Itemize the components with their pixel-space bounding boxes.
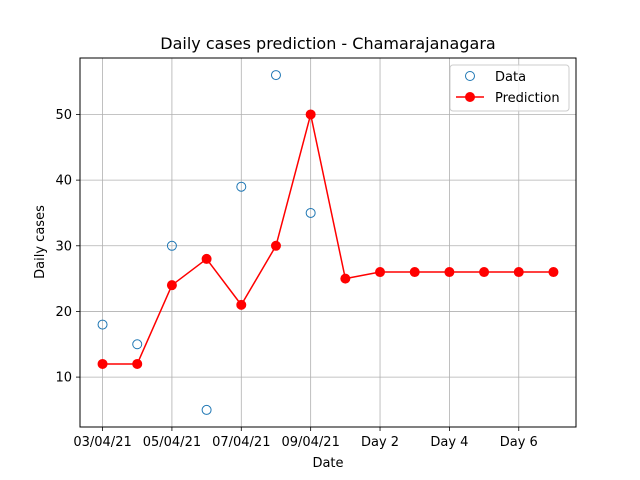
- data-point: [132, 339, 143, 350]
- legend-data-label: Data: [495, 70, 526, 85]
- prediction-point: [132, 358, 143, 369]
- y-tick-label: 10: [55, 371, 72, 386]
- data-point: [305, 207, 316, 218]
- prediction-point: [166, 280, 177, 291]
- prediction-line: [102, 113, 554, 365]
- grid: [80, 58, 576, 427]
- data-point: [201, 404, 212, 415]
- y-tick-label: 20: [55, 305, 72, 320]
- prediction-point: [305, 109, 316, 120]
- legend-prediction-label: Prediction: [495, 91, 560, 106]
- chart-title: Daily cases prediction - Chamarajanagara: [160, 34, 495, 53]
- prediction-point: [548, 267, 559, 278]
- x-axis-label: Date: [312, 456, 343, 471]
- data-point: [166, 240, 177, 251]
- data-point: [97, 319, 108, 330]
- data-point: [236, 181, 247, 192]
- axis-ticks: 03/04/21 05/04/21 07/04/21 09/04/21 Day 2 Day…: [55, 108, 537, 450]
- x-tick-label: 07/04/21: [212, 435, 270, 450]
- prediction-point: [236, 299, 247, 310]
- y-axis-label: Daily cases: [33, 205, 48, 279]
- series-layer: [97, 70, 559, 415]
- legend-box: [449, 64, 570, 112]
- x-tick-label: Day 4: [430, 435, 468, 450]
- prediction-point: [270, 240, 281, 251]
- prediction-point: [409, 267, 420, 278]
- prediction-point: [444, 267, 455, 278]
- data-point: [270, 70, 281, 81]
- x-tick-label: 05/04/21: [143, 435, 201, 450]
- x-tick-label: Day 2: [361, 435, 399, 450]
- prediction-point: [375, 267, 386, 278]
- y-tick-label: 50: [55, 108, 72, 123]
- x-tick-label: Day 6: [500, 435, 538, 450]
- prediction-point: [479, 267, 490, 278]
- x-tick-label: 03/04/21: [73, 435, 131, 450]
- y-tick-label: 30: [55, 239, 72, 254]
- plot-frame: [79, 57, 577, 428]
- x-tick-label: 09/04/21: [281, 435, 339, 450]
- prediction-point: [340, 273, 351, 284]
- y-tick-label: 40: [55, 174, 72, 189]
- legend-prediction-marker: [465, 92, 475, 102]
- prediction-point: [513, 267, 524, 278]
- legend-data-marker: [465, 71, 475, 81]
- prediction-point: [97, 358, 108, 369]
- legend: Data Prediction: [449, 64, 570, 112]
- prediction-point: [201, 253, 212, 264]
